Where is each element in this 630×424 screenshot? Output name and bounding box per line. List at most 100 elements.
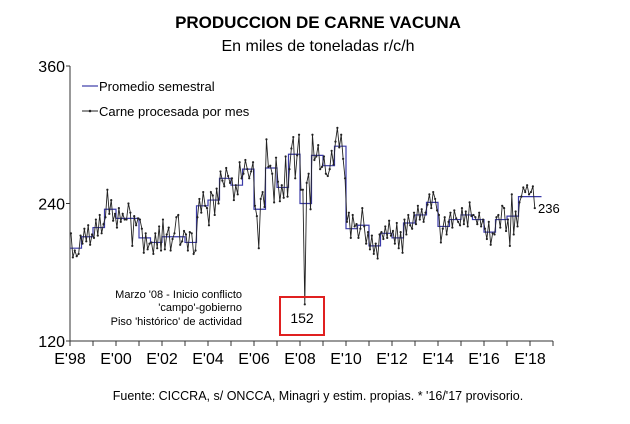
monthly-point: [288, 168, 291, 171]
x-tick-label: E'98: [54, 351, 86, 368]
monthly-point: [428, 193, 431, 196]
x-tick-label: E'12: [376, 351, 408, 368]
monthly-point: [154, 232, 157, 235]
monthly-point: [451, 226, 454, 229]
monthly-point: [296, 154, 299, 157]
min-value-label: 152: [290, 310, 314, 326]
monthly-point: [503, 206, 506, 210]
monthly-point: [282, 196, 285, 199]
monthly-point: [148, 242, 151, 245]
monthly-point: [462, 223, 465, 226]
monthly-point: [204, 204, 207, 207]
monthly-point: [476, 223, 479, 226]
monthly-point: [319, 168, 322, 171]
monthly-point: [276, 180, 280, 183]
monthly-point: [150, 241, 153, 244]
monthly-point: [294, 177, 297, 180]
monthly-point: [246, 168, 249, 171]
monthly-point: [192, 252, 195, 256]
monthly-point: [388, 219, 391, 222]
monthly-point: [378, 233, 381, 236]
monthly-point: [177, 213, 180, 217]
monthly-point: [230, 177, 234, 180]
monthly-point: [466, 225, 469, 228]
x-tick-label: E'00: [100, 351, 132, 368]
monthly-point: [426, 203, 429, 206]
monthly-point: [179, 243, 182, 246]
source-note: Fuente: CICCRA, s/ ONCCA, Minagri y esti…: [113, 389, 523, 403]
monthly-point: [508, 244, 511, 247]
monthly-point: [248, 177, 251, 180]
monthly-point: [271, 172, 274, 175]
monthly-point: [432, 190, 435, 194]
monthly-point: [412, 211, 416, 214]
monthly-point: [209, 190, 212, 194]
x-tick-label: E'10: [330, 351, 362, 368]
monthly-point: [328, 168, 331, 171]
monthly-point: [422, 220, 425, 223]
monthly-point: [213, 213, 216, 217]
monthly-point: [506, 218, 510, 221]
monthly-point: [228, 181, 232, 184]
monthly-point: [232, 198, 235, 202]
monthly-point: [240, 177, 243, 180]
monthly-point: [447, 220, 450, 223]
monthly-point: [234, 184, 237, 187]
monthly-point: [129, 211, 132, 214]
monthly-point: [395, 221, 398, 225]
monthly-point: [217, 202, 220, 205]
monthly-point: [133, 215, 136, 218]
monthly-point: [163, 248, 166, 251]
monthly-point: [299, 188, 303, 191]
monthly-point: [98, 213, 101, 217]
monthly-point: [175, 216, 178, 219]
monthly-series: [69, 126, 536, 306]
monthly-point: [416, 204, 419, 207]
monthly-point: [205, 206, 209, 210]
legend-label-semestral: Promedio semestral: [99, 79, 215, 94]
monthly-point: [225, 166, 228, 170]
monthly-point: [340, 133, 343, 136]
monthly-point: [242, 172, 245, 175]
monthly-point: [334, 140, 337, 143]
monthly-point: [307, 172, 310, 175]
monthly-point: [382, 237, 385, 241]
monthly-point: [359, 227, 362, 230]
monthly-point: [280, 184, 283, 187]
monthly-point: [311, 133, 314, 136]
legend-label-monthly: Carne procesada por mes: [99, 104, 250, 119]
annotation-line-1: Marzo '08 - Inicio conflicto: [115, 289, 242, 301]
monthly-point: [121, 212, 124, 215]
monthly-point: [317, 143, 320, 147]
monthly-point: [267, 165, 270, 168]
monthly-point: [75, 255, 78, 258]
monthly-point: [510, 193, 513, 196]
monthly-point: [146, 248, 149, 251]
monthly-point: [140, 227, 143, 230]
monthly-point: [368, 248, 372, 251]
monthly-point: [384, 225, 387, 228]
monthly-point: [485, 237, 488, 241]
monthly-point: [457, 220, 460, 223]
last-value-label: 236: [538, 201, 560, 216]
monthly-point: [483, 227, 487, 230]
monthly-point: [108, 212, 111, 215]
monthly-point: [493, 233, 496, 236]
monthly-point: [223, 185, 226, 188]
monthly-point: [474, 216, 477, 219]
monthly-point: [512, 233, 515, 236]
monthly-point: [211, 194, 214, 197]
monthly-point: [533, 206, 536, 210]
monthly-point: [186, 249, 189, 252]
monthly-point: [357, 236, 360, 239]
monthly-point: [156, 247, 159, 250]
monthly-point: [115, 226, 119, 229]
chart-title: PRODUCCION DE CARNE VACUNA: [175, 13, 461, 32]
legend-marker-monthly: [88, 109, 92, 113]
monthly-point: [90, 233, 94, 236]
monthly-point: [219, 170, 222, 173]
monthly-point: [315, 155, 318, 158]
monthly-point: [405, 233, 408, 236]
monthly-point: [353, 225, 356, 228]
monthly-point: [69, 232, 73, 235]
